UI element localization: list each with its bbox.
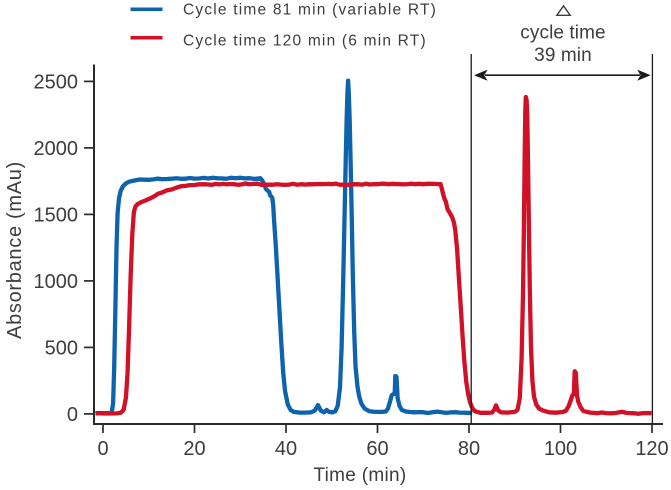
svg-text:Time (min): Time (min) [313,465,406,486]
svg-text:60: 60 [366,438,388,460]
svg-text:500: 500 [45,337,78,359]
svg-text:2500: 2500 [34,71,79,93]
svg-text:39 min: 39 min [534,45,592,66]
svg-text:80: 80 [458,438,480,460]
svg-text:100: 100 [544,438,577,460]
svg-text:40: 40 [275,438,297,460]
svg-text:Cycle time 120 min (6 min RT): Cycle time 120 min (6 min RT) [183,33,427,50]
svg-text:120: 120 [635,438,668,460]
svg-text:20: 20 [183,438,205,460]
svg-text:0: 0 [97,438,108,460]
svg-text:cycle time: cycle time [520,23,605,44]
svg-text:2000: 2000 [34,138,79,160]
svg-text:0: 0 [67,404,78,426]
svg-text:1500: 1500 [34,204,79,226]
svg-text:Cycle time 81 min (variable RT: Cycle time 81 min (variable RT) [183,2,437,19]
svg-text:1000: 1000 [34,271,79,293]
svg-text:Absorbance (mAu): Absorbance (mAu) [4,161,26,339]
